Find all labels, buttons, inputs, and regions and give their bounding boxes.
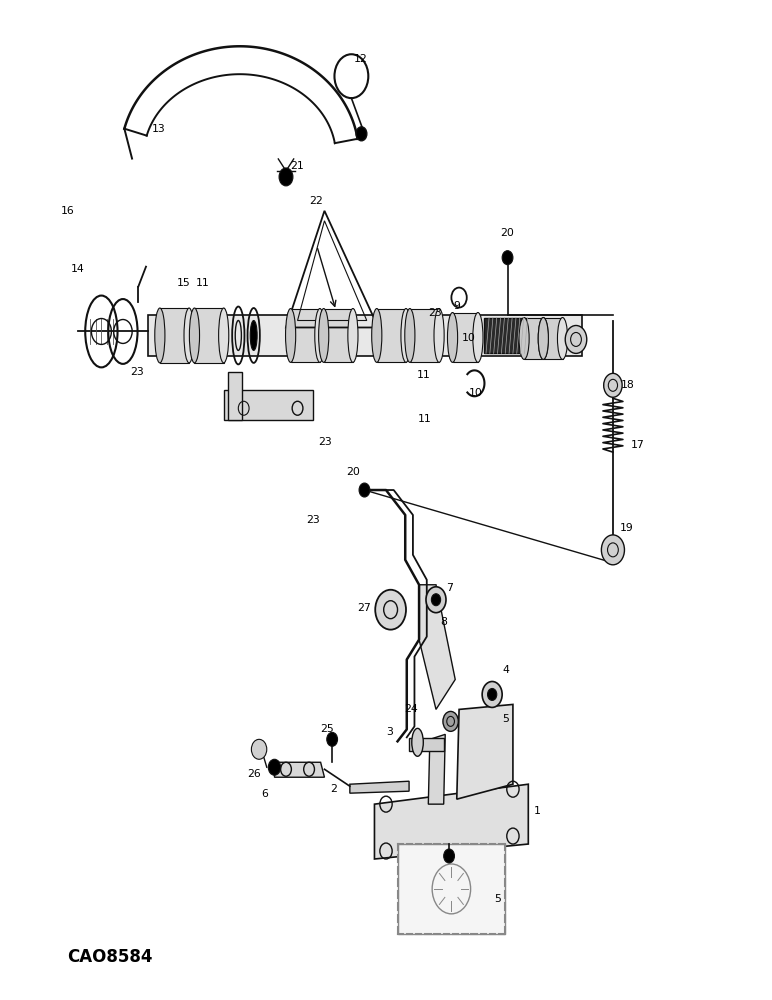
Text: 24: 24: [405, 704, 418, 714]
Text: 22: 22: [309, 196, 323, 206]
Ellipse shape: [472, 313, 483, 362]
Text: 5: 5: [493, 894, 500, 904]
Text: 5: 5: [502, 714, 509, 724]
Text: 10: 10: [469, 388, 482, 398]
Bar: [398, 844, 505, 934]
Text: 23: 23: [130, 367, 144, 377]
Ellipse shape: [348, 309, 358, 362]
Circle shape: [488, 688, 496, 700]
Ellipse shape: [519, 318, 529, 359]
Circle shape: [359, 483, 370, 497]
Text: 12: 12: [354, 54, 367, 64]
Ellipse shape: [154, 308, 165, 363]
Polygon shape: [275, 762, 324, 777]
Bar: [543, 318, 563, 359]
Bar: [377, 309, 406, 362]
Circle shape: [327, 732, 337, 746]
Circle shape: [601, 535, 625, 565]
Text: 23: 23: [428, 308, 442, 318]
Text: 26: 26: [248, 769, 261, 779]
Ellipse shape: [538, 318, 548, 359]
Text: 15: 15: [177, 278, 191, 288]
Polygon shape: [419, 585, 455, 709]
Circle shape: [269, 759, 280, 775]
Polygon shape: [350, 781, 409, 793]
Circle shape: [502, 251, 513, 265]
Bar: [484, 318, 526, 353]
Ellipse shape: [250, 320, 257, 350]
Circle shape: [279, 168, 293, 186]
Text: 11: 11: [418, 414, 432, 424]
Circle shape: [444, 849, 455, 863]
Text: 27: 27: [357, 603, 371, 613]
Text: CAO8584: CAO8584: [66, 948, 152, 966]
Text: 25: 25: [320, 724, 334, 734]
Text: 4: 4: [503, 665, 510, 675]
Bar: [195, 308, 224, 363]
Circle shape: [426, 587, 446, 613]
Text: 11: 11: [196, 278, 210, 288]
Circle shape: [356, 127, 367, 141]
Bar: [409, 738, 444, 751]
Bar: [160, 308, 189, 363]
Ellipse shape: [401, 309, 411, 362]
Bar: [524, 318, 543, 359]
Circle shape: [375, 590, 406, 630]
Text: 8: 8: [440, 617, 447, 627]
Circle shape: [604, 373, 622, 397]
Text: 2: 2: [330, 784, 337, 794]
Text: 23: 23: [306, 515, 320, 525]
Bar: [410, 309, 439, 362]
Text: 6: 6: [262, 789, 268, 799]
Text: 19: 19: [620, 523, 634, 533]
Text: 20: 20: [346, 467, 360, 477]
Ellipse shape: [189, 308, 199, 363]
Ellipse shape: [405, 309, 415, 362]
Ellipse shape: [538, 318, 548, 359]
Ellipse shape: [184, 308, 194, 363]
Text: 17: 17: [631, 440, 645, 450]
Text: 23: 23: [318, 437, 332, 447]
Ellipse shape: [319, 309, 329, 362]
Ellipse shape: [434, 309, 444, 362]
Circle shape: [565, 325, 587, 353]
Bar: [290, 309, 320, 362]
Bar: [323, 309, 353, 362]
Bar: [225, 390, 313, 420]
Text: 9: 9: [454, 301, 461, 311]
Text: 18: 18: [621, 380, 635, 390]
Circle shape: [432, 594, 441, 606]
Polygon shape: [457, 704, 513, 799]
Polygon shape: [374, 784, 528, 859]
Ellipse shape: [315, 309, 325, 362]
Text: 20: 20: [499, 228, 513, 238]
Text: 14: 14: [70, 264, 84, 274]
Text: 13: 13: [151, 124, 165, 134]
Text: 10: 10: [462, 333, 476, 343]
Bar: [147, 315, 582, 356]
Bar: [229, 372, 242, 420]
Text: 7: 7: [446, 583, 453, 593]
Circle shape: [252, 739, 267, 759]
Text: 3: 3: [386, 727, 393, 737]
Ellipse shape: [448, 313, 458, 362]
Text: 1: 1: [533, 806, 540, 816]
Polygon shape: [428, 734, 445, 804]
Text: 21: 21: [290, 161, 303, 171]
Ellipse shape: [557, 318, 567, 359]
Text: 16: 16: [61, 206, 74, 216]
Bar: [452, 313, 478, 362]
Ellipse shape: [411, 728, 423, 756]
Ellipse shape: [218, 308, 229, 363]
Circle shape: [443, 711, 459, 731]
Ellipse shape: [371, 309, 382, 362]
Ellipse shape: [286, 309, 296, 362]
Circle shape: [482, 681, 502, 707]
Text: 11: 11: [417, 370, 431, 380]
